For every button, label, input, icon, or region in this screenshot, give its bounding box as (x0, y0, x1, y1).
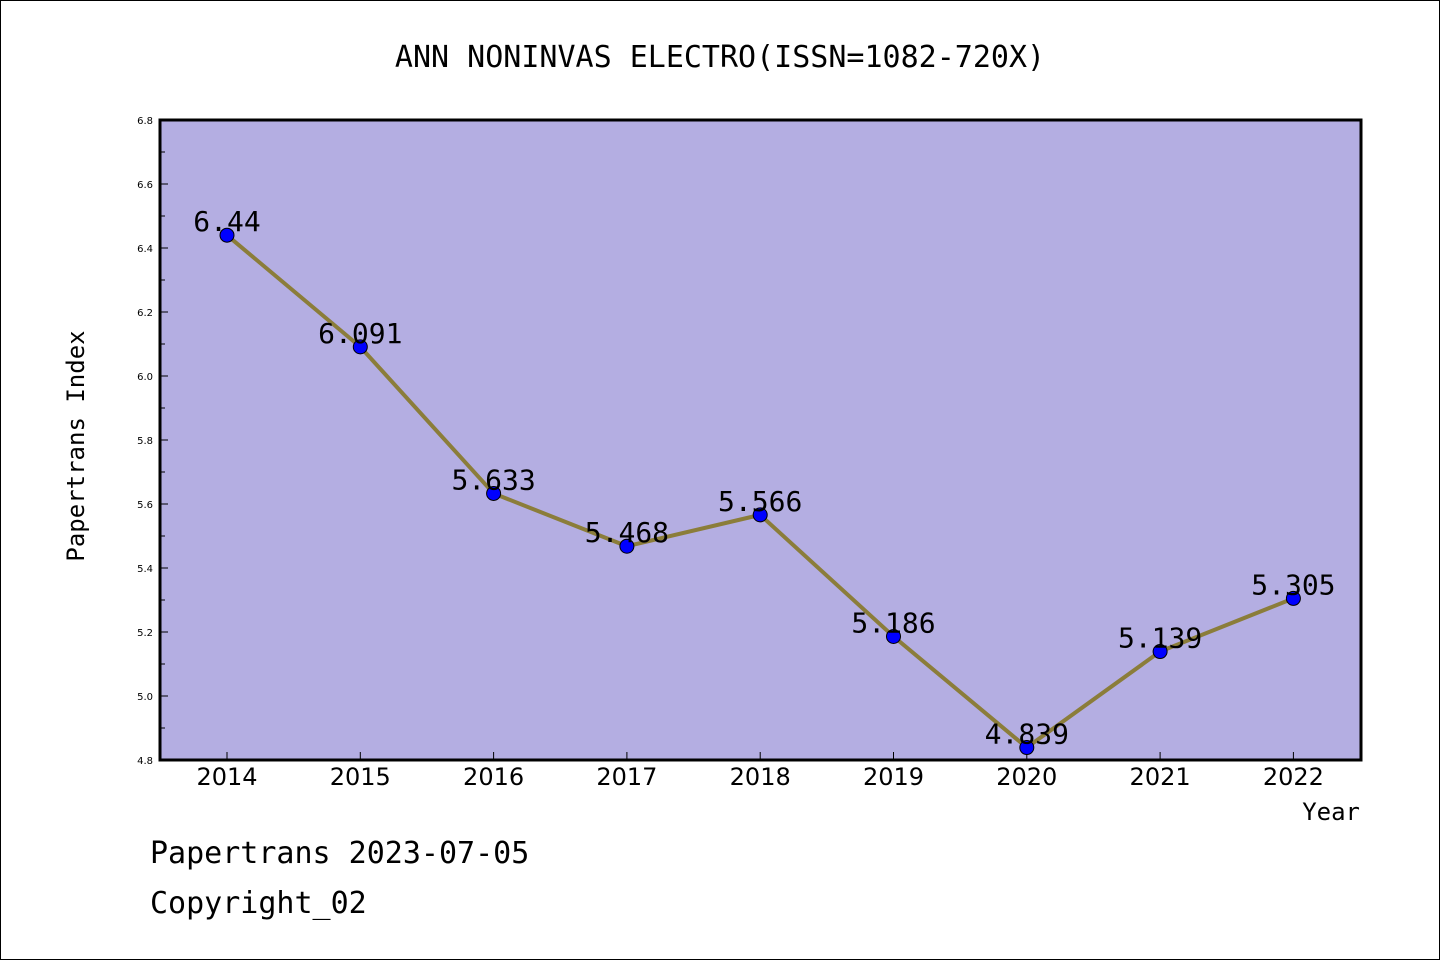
y-tick-label: 6.8 (137, 116, 153, 127)
x-axis-label: Year (1302, 798, 1360, 826)
data-point (1152, 644, 1168, 660)
data-point (886, 628, 901, 644)
x-tick-label: 2022 (1263, 763, 1324, 791)
data-labels: 6.44 6.091 5.633 5.468 5.566 5.186 4.839 5.139 5… (193, 205, 1335, 750)
data-label: 6.091 (318, 317, 402, 350)
data-point (486, 485, 502, 501)
y-tick-label: 6.4 (137, 244, 153, 255)
data-label: 5.186 (851, 606, 935, 639)
x-tick-label: 2016 (463, 763, 524, 791)
y-tick-label: 5.0 (137, 692, 153, 703)
x-tick-label: 2018 (730, 763, 791, 791)
data-label: 5.139 (1118, 622, 1202, 655)
data-label: 5.633 (451, 463, 535, 496)
data-point (219, 227, 235, 243)
x-tick-label: 2017 (596, 763, 657, 791)
footer-date: Papertrans 2023-07-05 (150, 836, 530, 871)
data-point (352, 339, 368, 355)
data-label: 6.44 (193, 205, 260, 238)
data-markers (219, 227, 1301, 756)
x-tick-label: 2021 (1130, 763, 1191, 791)
data-label: 5.468 (585, 516, 669, 549)
data-point (752, 507, 768, 523)
chart-title: ANN NONINVAS ELECTRO(ISSN=1082-720X) (395, 40, 1045, 75)
data-label: 5.305 (1251, 568, 1335, 601)
data-label: 5.566 (718, 485, 802, 518)
y-tick-label: 5.6 (137, 500, 153, 511)
x-tick-label: 2020 (996, 763, 1057, 791)
data-point (619, 538, 635, 554)
y-tick-label: 4.8 (137, 756, 153, 767)
y-tick-label: 6.2 (137, 308, 153, 319)
footer-copyright: Copyright_02 (150, 886, 367, 921)
x-tick-label: 2015 (330, 763, 391, 791)
x-tick-label: 2014 (196, 763, 257, 791)
y-tick-label: 6.6 (137, 180, 153, 191)
data-label: 4.839 (985, 718, 1069, 751)
y-tick-label: 5.8 (137, 436, 153, 447)
y-tick-label: 5.4 (137, 564, 153, 575)
y-tick-label: 5.2 (137, 628, 153, 639)
data-point (1019, 740, 1035, 756)
plot-area (158, 118, 1363, 762)
data-point (1285, 590, 1301, 606)
y-axis: 4.8 5.0 5.2 5.4 5.6 5.8 6.0 6.2 6.4 6.6 6.8 (137, 116, 168, 767)
y-axis-label: Papertrans Index (62, 330, 90, 561)
y-tick-label: 6.0 (137, 372, 153, 383)
x-axis: 2014 2015 2016 2017 2018 2019 2020 2021 2022 (196, 752, 1324, 791)
x-tick-label: 2019 (863, 763, 924, 791)
